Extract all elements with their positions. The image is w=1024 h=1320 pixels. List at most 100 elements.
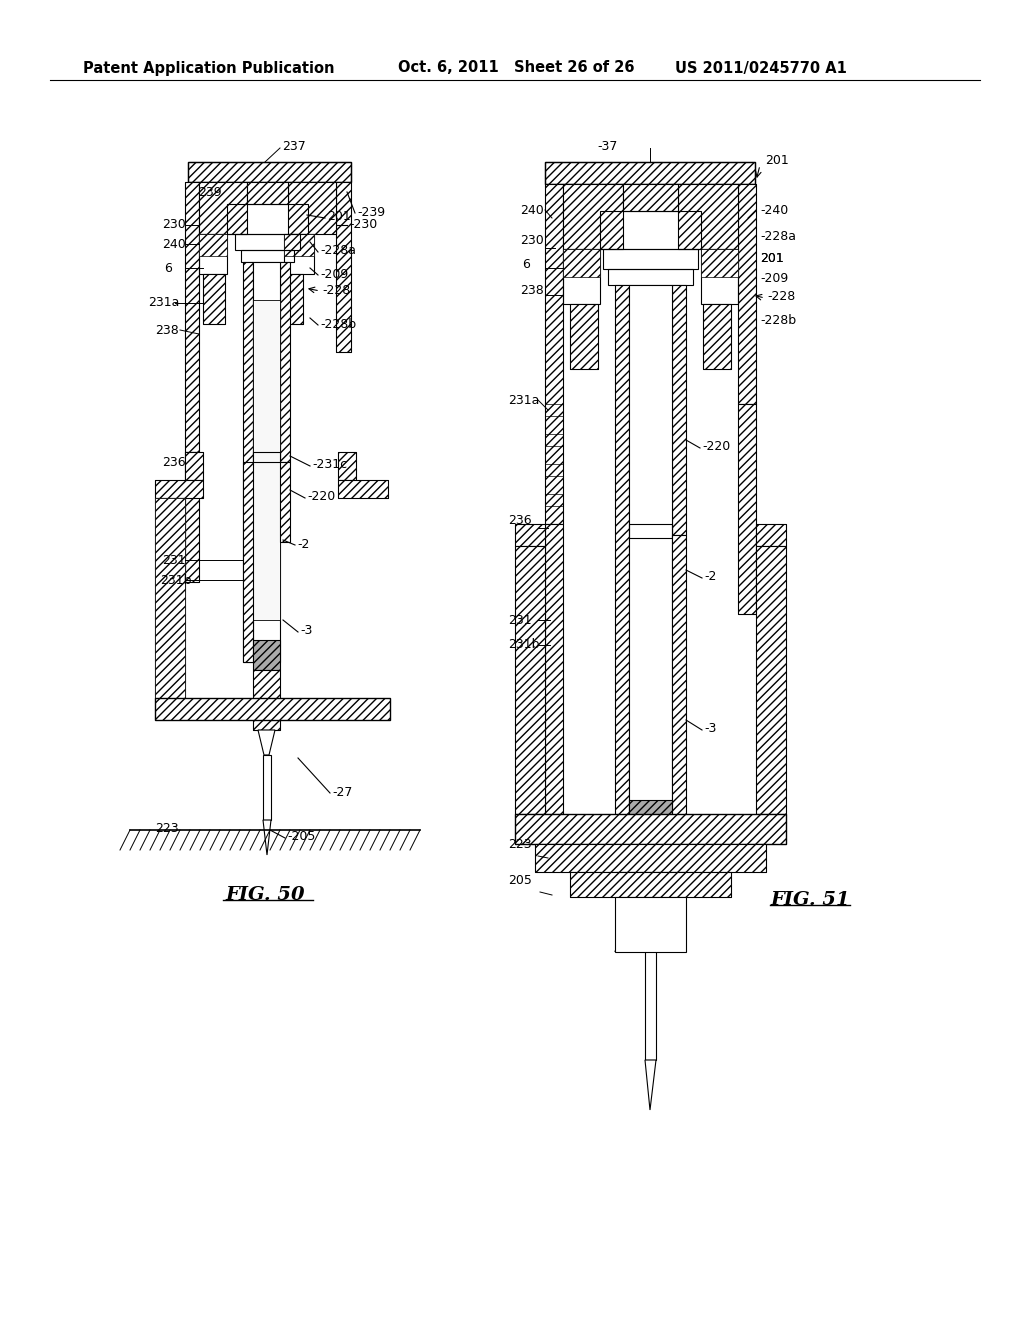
Text: -3: -3 <box>300 624 312 638</box>
Bar <box>234 234 300 249</box>
Polygon shape <box>263 820 271 855</box>
Bar <box>615 873 686 892</box>
Polygon shape <box>641 894 662 940</box>
Text: 201: 201 <box>760 252 783 264</box>
Text: 231: 231 <box>508 614 531 627</box>
Text: 223: 223 <box>155 821 178 834</box>
Bar <box>155 698 390 719</box>
Bar <box>227 205 308 234</box>
Bar <box>756 524 786 546</box>
Bar <box>545 524 563 814</box>
Bar <box>615 898 686 952</box>
Polygon shape <box>258 730 275 755</box>
Bar <box>645 940 656 1060</box>
Bar <box>629 800 672 838</box>
Bar <box>623 183 678 211</box>
Bar <box>545 162 755 183</box>
Bar <box>629 524 672 539</box>
Text: -228b: -228b <box>760 314 796 326</box>
Bar <box>288 182 336 234</box>
Bar <box>678 183 738 249</box>
Text: 205: 205 <box>508 874 531 887</box>
Bar <box>338 480 388 498</box>
Bar <box>535 843 766 873</box>
Bar <box>155 498 185 698</box>
Polygon shape <box>645 1060 656 1110</box>
Text: 240: 240 <box>162 238 185 251</box>
Bar <box>338 451 356 480</box>
Text: FIG. 51: FIG. 51 <box>770 891 850 909</box>
Bar <box>615 873 686 892</box>
Text: -209: -209 <box>760 272 788 285</box>
Bar <box>570 873 731 898</box>
Bar <box>629 285 672 814</box>
Text: 231b: 231b <box>508 639 540 652</box>
Text: Oct. 6, 2011   Sheet 26 of 26: Oct. 6, 2011 Sheet 26 of 26 <box>398 61 635 75</box>
Bar <box>515 524 545 546</box>
Text: 231: 231 <box>162 553 185 566</box>
Bar <box>545 183 563 524</box>
Bar <box>756 546 786 814</box>
Bar <box>253 640 280 671</box>
Bar <box>545 524 563 814</box>
Bar <box>515 814 786 843</box>
Text: 230: 230 <box>162 219 185 231</box>
Text: 201: 201 <box>760 252 783 264</box>
Bar <box>253 640 280 671</box>
Bar <box>563 249 600 277</box>
Bar <box>280 462 290 543</box>
Text: 238: 238 <box>155 323 179 337</box>
Bar <box>185 182 199 451</box>
Bar <box>545 162 755 183</box>
Bar <box>635 838 666 894</box>
Bar <box>545 434 563 446</box>
Bar <box>545 404 563 416</box>
Text: 201: 201 <box>327 210 351 223</box>
Bar <box>253 671 280 730</box>
Text: -2: -2 <box>297 537 309 550</box>
Text: -228a: -228a <box>760 231 796 243</box>
Text: 236: 236 <box>508 513 531 527</box>
Text: -239: -239 <box>357 206 385 219</box>
Bar <box>703 304 731 370</box>
Bar <box>199 182 247 234</box>
Bar <box>247 182 288 205</box>
Text: 231a: 231a <box>508 393 540 407</box>
Bar <box>243 462 253 663</box>
Text: FIG. 50: FIG. 50 <box>225 886 305 904</box>
Bar <box>188 162 351 182</box>
Bar <box>253 300 280 620</box>
Bar <box>155 498 185 698</box>
Text: 238: 238 <box>520 284 544 297</box>
Bar <box>155 480 203 498</box>
Bar <box>336 182 351 352</box>
Bar <box>155 498 185 698</box>
Bar <box>615 285 629 814</box>
Text: -240: -240 <box>760 203 788 216</box>
Bar <box>600 211 701 249</box>
Text: -205: -205 <box>287 830 315 843</box>
Bar <box>535 843 766 873</box>
Text: 201: 201 <box>765 153 788 166</box>
Bar <box>678 183 738 249</box>
Bar <box>253 451 280 462</box>
Bar <box>185 451 203 480</box>
Bar <box>635 838 666 894</box>
Bar <box>672 535 686 814</box>
Bar <box>563 249 600 304</box>
Bar <box>629 800 672 838</box>
Bar <box>281 275 303 323</box>
Bar <box>199 234 227 256</box>
Bar <box>515 524 545 546</box>
Bar <box>545 465 563 477</box>
Bar <box>623 183 678 211</box>
Bar <box>199 182 247 234</box>
Bar <box>155 698 390 719</box>
Bar <box>281 275 303 323</box>
Text: 230: 230 <box>520 234 544 247</box>
Text: -27: -27 <box>332 785 352 799</box>
Bar <box>756 524 786 546</box>
Bar <box>243 261 253 663</box>
Bar <box>672 285 686 535</box>
Text: 237: 237 <box>282 140 306 153</box>
